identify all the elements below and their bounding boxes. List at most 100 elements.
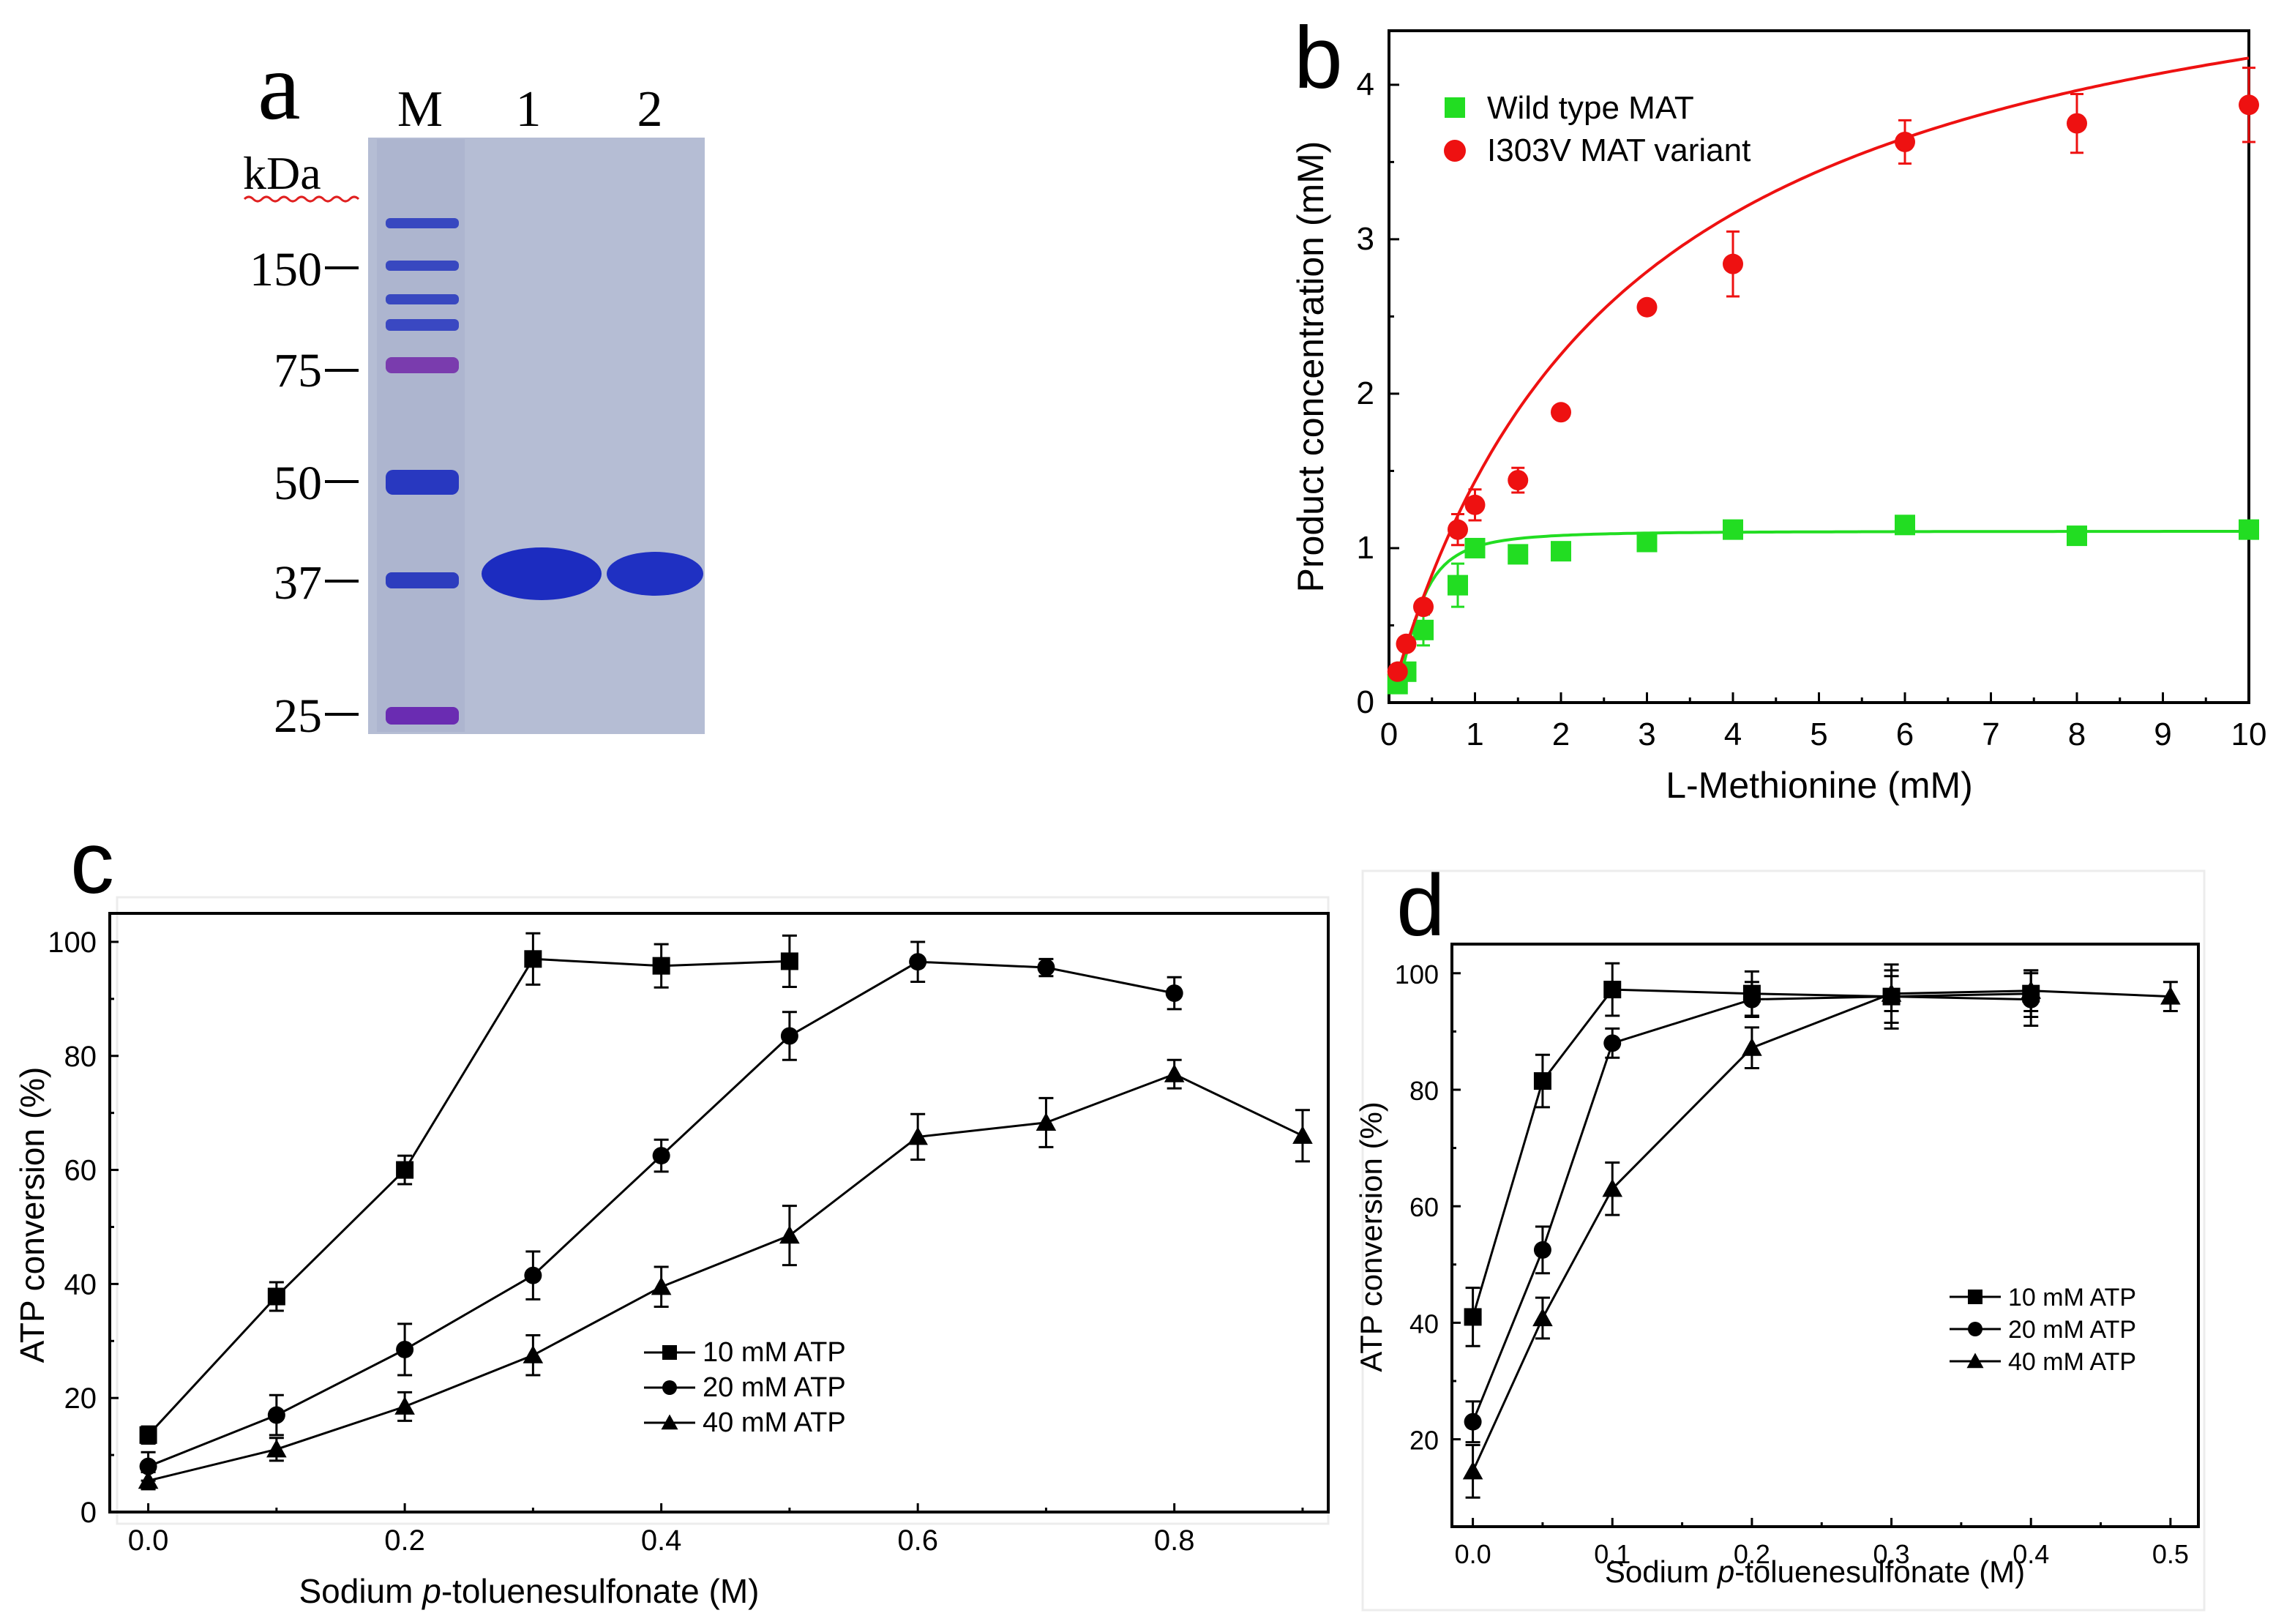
data-point — [1533, 1072, 1551, 1090]
data-point — [652, 1147, 670, 1165]
legend-label-i303v: I303V MAT variant — [1487, 132, 1751, 168]
chart-d-x-tick-label: 0.3 — [1873, 1539, 1910, 1569]
gel-lane-header-m: M — [397, 81, 443, 138]
data-point — [1448, 519, 1468, 540]
chart-c-y-tick-label: 40 — [64, 1268, 97, 1301]
legend-marker-wild-type — [1445, 97, 1465, 118]
data-point — [780, 952, 798, 970]
chart-c-x-tick-label: 0.4 — [641, 1524, 682, 1557]
gel-sample-band-lane-2 — [607, 552, 703, 596]
chart-c-x-axis-label-part: Sodium — [299, 1572, 422, 1610]
data-point — [1508, 544, 1529, 565]
data-point — [139, 1426, 157, 1444]
data-point — [1533, 1241, 1551, 1259]
data-point — [394, 1396, 415, 1415]
chart-c-y-tick-labels: 0 20 40 60 80 100 — [48, 927, 97, 1529]
gel-ladder-band — [386, 707, 459, 725]
chart-c-legend-label: 10 mM ATP — [703, 1337, 846, 1368]
data-point — [138, 1470, 159, 1489]
legend-marker — [662, 1345, 677, 1360]
data-point — [1413, 619, 1434, 640]
data-point — [524, 950, 542, 968]
chart-d-y-tick-label: 20 — [1409, 1426, 1439, 1456]
chart-b-y-tick-label: 3 — [1357, 221, 1374, 257]
chart-b-x-axis-label: L-Methionine (mM) — [1666, 765, 1973, 806]
chart-b-legend: Wild type MAT I303V MAT variant — [1444, 90, 1751, 168]
data-point — [1387, 661, 1408, 682]
data-point — [267, 1406, 285, 1424]
chart-c-x-tick-label: 0.0 — [128, 1524, 169, 1557]
chart-d-legend-label: 10 mM ATP — [2008, 1284, 2136, 1311]
data-point — [267, 1287, 285, 1306]
chart-c-legend: 10 mM ATP 20 mM ATP 40 mM ATP — [644, 1337, 846, 1438]
data-point — [1036, 1112, 1057, 1131]
data-point — [1464, 1308, 1482, 1326]
chart-c-x-tick-label: 0.8 — [1154, 1524, 1195, 1557]
chart-c-axis-ticks — [110, 940, 1304, 1513]
legend-marker — [1966, 1352, 1984, 1369]
chart-c-x-tick-labels: 0.0 0.2 0.4 0.6 0.8 — [128, 1524, 1195, 1557]
data-point — [1464, 537, 1486, 558]
data-point — [907, 1126, 928, 1145]
data-point — [2067, 525, 2087, 547]
chart-b-x-tick-label: 10 — [2231, 716, 2267, 752]
chart-c-legend-label: 40 mM ATP — [703, 1407, 846, 1438]
chart-b-axis-ticks — [1388, 83, 2250, 704]
chart-d-legend-label: 20 mM ATP — [2008, 1316, 2136, 1344]
chart-d-frame — [1361, 869, 2206, 1612]
chart-c-legend-label: 20 mM ATP — [703, 1372, 846, 1403]
series-line-square — [147, 957, 790, 1436]
data-point — [2239, 94, 2259, 116]
series-line-triangle — [148, 1073, 1303, 1482]
gel-marker-label-150: 150 — [250, 243, 322, 296]
chart-b-y-tick-label: 2 — [1357, 375, 1374, 411]
legend-marker — [662, 1380, 677, 1395]
chart-c-axes — [108, 912, 1330, 1513]
panel-b: b 0 1 2 3 4 5 6 7 8 9 10 0 1 2 3 4 L-Met… — [1290, 9, 2266, 806]
chart-b-x-tick-label: 5 — [1810, 716, 1827, 752]
chart-c-x-axis-label-part: -toluenesulfonate (M) — [441, 1572, 760, 1610]
chart-b-y-tick-label: 4 — [1357, 67, 1374, 102]
chart-d-y-tick-label: 40 — [1409, 1309, 1439, 1339]
data-point — [266, 1439, 287, 1458]
fit-curve-circle — [1396, 56, 2250, 674]
chart-c-x-axis-label-part: p — [421, 1572, 441, 1610]
data-point — [396, 1161, 414, 1179]
chart-d-x-tick-label: 0.4 — [2012, 1539, 2049, 1569]
chart-d-x-tick-label: 0.5 — [2152, 1539, 2189, 1569]
chart-b-x-tick-label: 8 — [2068, 716, 2086, 752]
chart-d-y-tick-label: 80 — [1409, 1076, 1439, 1106]
gel-marker-lane — [377, 139, 465, 732]
chart-b-x-tick-label: 9 — [2154, 716, 2171, 752]
chart-b-y-tick-label: 0 — [1357, 684, 1374, 720]
gel-unit-label: kDa — [243, 147, 321, 199]
gel-lane-header-2: 2 — [637, 81, 663, 138]
panel-d: d 0.0 0.1 0.2 0.3 0.4 0.5 20 40 60 80 10… — [1354, 856, 2206, 1612]
chart-c-y-axis-label: ATP conversion (%) — [13, 1067, 51, 1363]
series-line-triangle — [1472, 989, 2171, 1473]
legend-marker — [1968, 1322, 1982, 1336]
chart-d-x-axis-label-part: -toluenesulfonate (M) — [1734, 1554, 2025, 1589]
data-point — [1413, 596, 1434, 618]
gel-marker-label-25: 25 — [274, 689, 322, 743]
chart-d-x-tick-labels: 0.0 0.1 0.2 0.3 0.4 0.5 — [1455, 1539, 2189, 1569]
data-point — [1895, 514, 1915, 536]
chart-b-x-tick-label: 2 — [1552, 716, 1570, 752]
data-point — [1165, 984, 1183, 1003]
data-point — [1603, 981, 1622, 999]
data-point — [1551, 402, 1571, 423]
data-point — [1602, 1178, 1623, 1197]
gel-sample-band-lane-1 — [482, 547, 602, 600]
chart-d-axis-ticks — [1452, 972, 2172, 1527]
data-point — [652, 957, 670, 975]
gel-ladder-band — [386, 294, 459, 304]
fit-curve-square — [1396, 530, 2249, 688]
chart-d-x-axis-label: Sodium p-toluenesulfonate (M) — [1605, 1554, 2025, 1589]
chart-c-y-tick-label: 20 — [64, 1382, 97, 1415]
chart-d-y-tick-labels: 20 40 60 80 100 — [1395, 959, 1439, 1456]
chart-c-y-tick-label: 0 — [80, 1497, 97, 1529]
gel-marker-label-37: 37 — [274, 556, 322, 610]
data-point — [1895, 131, 1915, 152]
chart-b-y-tick-label: 1 — [1357, 530, 1374, 566]
